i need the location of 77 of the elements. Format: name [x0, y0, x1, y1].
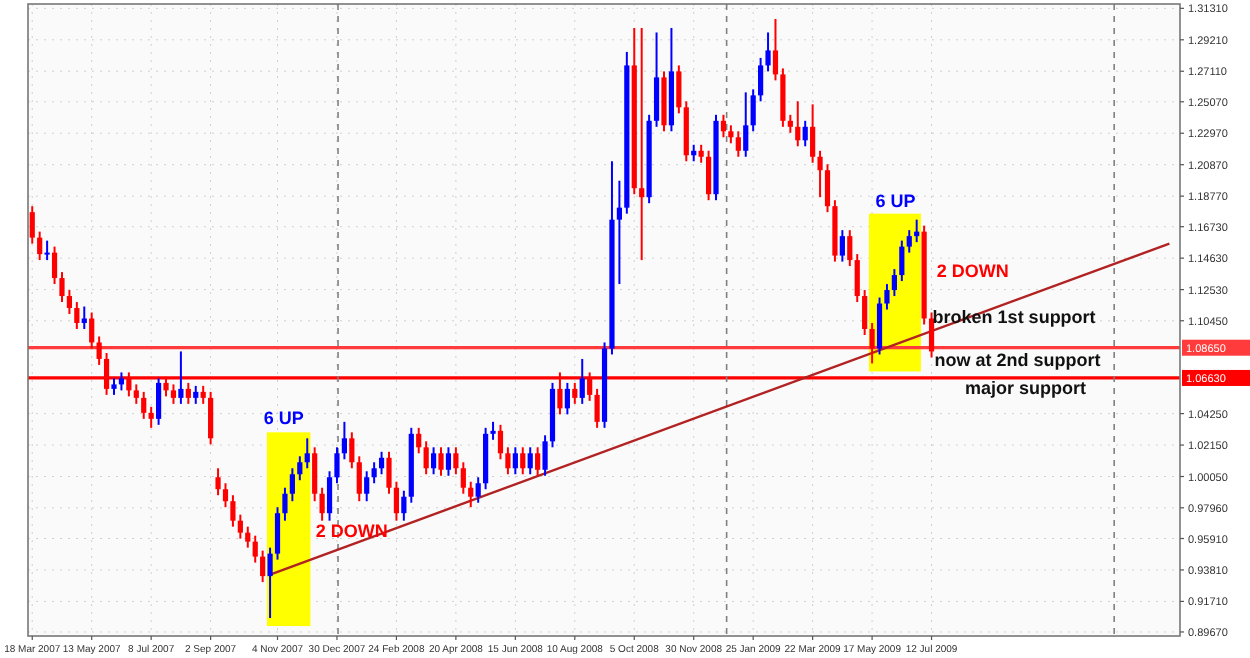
annotation: 6 UP [263, 407, 304, 428]
candlestick [170, 383, 177, 405]
candlestick [564, 381, 570, 416]
candlestick [653, 31, 660, 128]
candlestick [260, 549, 266, 584]
candlestick [802, 119, 808, 148]
candlestick [156, 377, 162, 426]
candlestick [438, 446, 444, 477]
candlestick [267, 546, 273, 620]
candlestick [891, 268, 897, 298]
candlestick [96, 335, 102, 366]
candlestick [349, 431, 355, 470]
candlestick [639, 26, 645, 262]
candlestick [535, 446, 541, 477]
candlestick [312, 446, 318, 503]
candlestick [824, 163, 831, 214]
candlestick [720, 113, 727, 139]
candlestick [89, 311, 95, 350]
candlestick [795, 100, 801, 148]
candlestick [297, 455, 303, 482]
candlestick [430, 446, 437, 476]
candlestick [780, 67, 786, 128]
candlestick [371, 461, 377, 485]
candlestick [906, 229, 912, 254]
candlestick [364, 470, 370, 503]
candlestick [772, 17, 779, 82]
candlestick [44, 239, 50, 262]
annotation: 6 UP [875, 191, 916, 212]
candlestick [416, 426, 422, 455]
candlestick [899, 239, 905, 283]
candlestick [222, 482, 229, 509]
candlestick [520, 446, 526, 476]
candlestick [676, 64, 682, 115]
candlestick [378, 450, 385, 476]
candlestick [29, 205, 35, 245]
candlestick [735, 130, 741, 158]
candlestick [876, 296, 883, 356]
candlestick [252, 534, 258, 564]
candlestick [705, 149, 712, 202]
candlestick [356, 455, 362, 503]
candlestick [497, 423, 504, 461]
annotation: now at 2nd support [934, 350, 1101, 371]
candlestick [141, 390, 147, 420]
candlestick [74, 301, 80, 330]
candlestick [148, 405, 154, 429]
candlestick [683, 100, 689, 163]
candlestick [527, 446, 533, 476]
candlestick [854, 253, 860, 304]
candlestick [319, 486, 325, 522]
candlestick [847, 229, 853, 268]
candlestick [579, 357, 585, 405]
candlestick [401, 489, 407, 522]
candlestick [810, 103, 816, 164]
candlestick [460, 461, 466, 495]
candlestick [839, 229, 845, 263]
candlestick [661, 70, 667, 133]
candlestick [423, 440, 429, 476]
annotation: 2 DOWN [315, 521, 388, 542]
candlestick [512, 446, 518, 476]
candlestick [750, 88, 756, 133]
candlestick [133, 383, 139, 405]
candlestick [37, 230, 43, 262]
annotation: major support [965, 378, 1087, 399]
candlestick [304, 437, 310, 470]
candlestick [505, 446, 511, 476]
candlestick [475, 476, 481, 504]
annotation: 2 DOWN [936, 261, 1009, 282]
candlestick [453, 446, 459, 476]
candlestick [468, 480, 474, 509]
candlestick [445, 446, 452, 477]
candlestick [178, 350, 184, 405]
candlestick [542, 434, 548, 477]
candlestick [208, 390, 214, 446]
candlestick [928, 311, 935, 359]
candlestick [758, 56, 764, 103]
candlestick [743, 91, 749, 158]
candlestick [245, 525, 251, 549]
